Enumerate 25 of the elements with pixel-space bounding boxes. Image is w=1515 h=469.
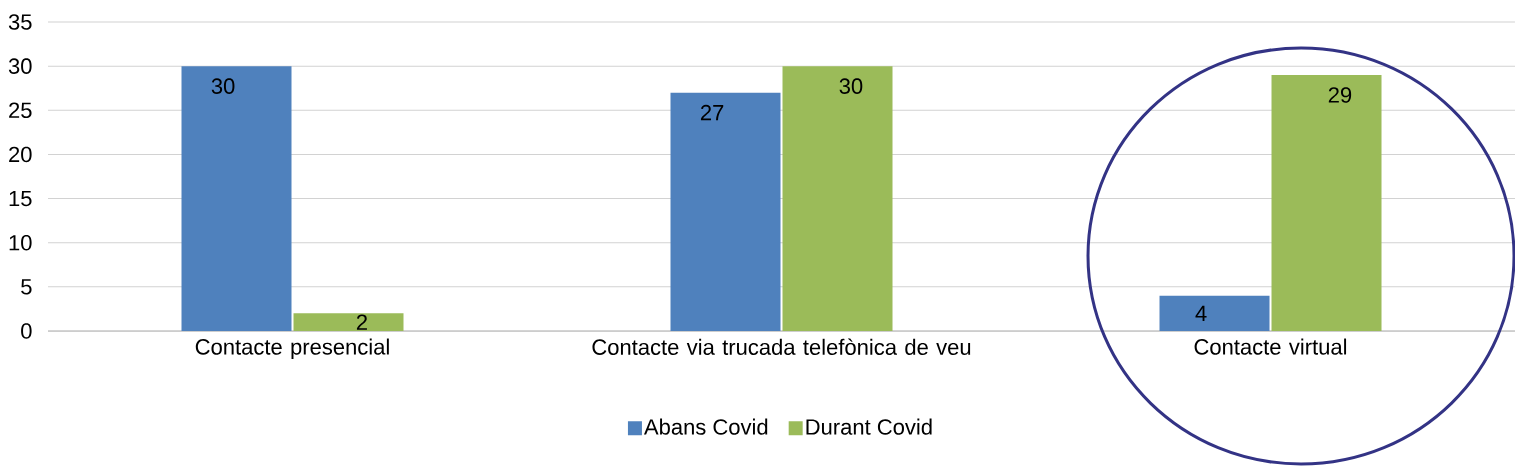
data-label: 4 xyxy=(1195,305,1207,321)
x-tick-label: Contacte presencial xyxy=(195,338,389,360)
data-label: 29 xyxy=(1328,87,1352,103)
y-tick-label: 25 xyxy=(9,102,32,119)
bar xyxy=(293,313,404,331)
y-tick-label: 30 xyxy=(8,58,32,74)
y-tick-label: 35 xyxy=(8,14,32,30)
x-tick-label: Contacte virtual xyxy=(1194,338,1347,355)
x-tick-label: Contacte via trucada telefònica de veu xyxy=(592,338,971,355)
data-label: 2 xyxy=(356,314,367,330)
legend-label: Abans Covid xyxy=(643,418,768,435)
y-tick-label: 20 xyxy=(9,146,32,163)
bar xyxy=(1159,295,1270,331)
bar xyxy=(1271,74,1382,331)
data-label: 30 xyxy=(839,78,863,94)
y-tick-label: 0 xyxy=(21,323,32,339)
data-label: 27 xyxy=(700,104,724,121)
bar xyxy=(782,66,893,331)
data-label: 30 xyxy=(211,78,235,94)
y-tick-label: 15 xyxy=(9,190,32,207)
legend-label: Durant Covid xyxy=(806,418,932,435)
bar xyxy=(181,66,292,331)
y-tick-label: 10 xyxy=(9,234,32,251)
bar xyxy=(670,92,781,331)
y-tick-label: 5 xyxy=(21,279,32,295)
